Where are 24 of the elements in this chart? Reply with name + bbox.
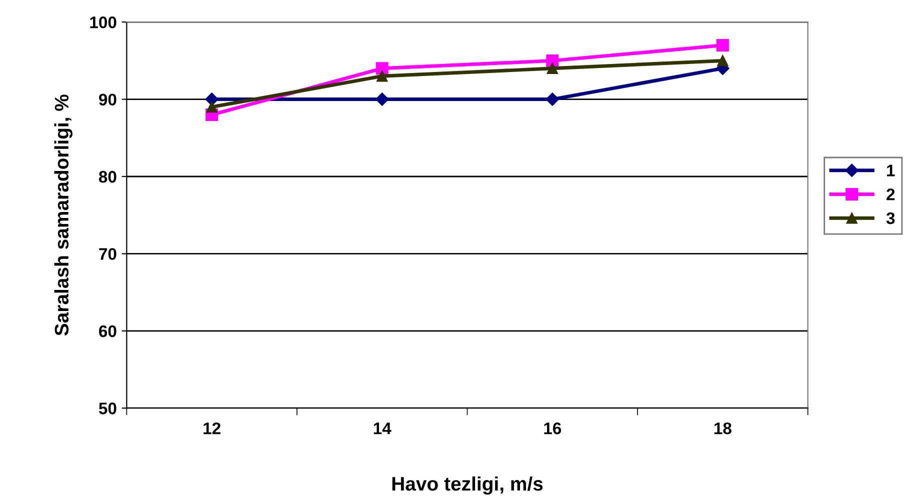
point — [376, 92, 389, 106]
point — [376, 62, 388, 75]
y-tick-label: 50 — [98, 402, 116, 414]
y-tick-label: 100 — [90, 16, 116, 28]
y-tick-label: 70 — [99, 248, 116, 260]
legend-label: 2 — [886, 188, 895, 200]
x-tick-label: 14 — [374, 422, 392, 434]
point — [546, 62, 558, 74]
x-tick-label: 16 — [544, 422, 562, 434]
y-tick-label: 60 — [99, 325, 116, 338]
legend-label: 3 — [886, 212, 895, 224]
point — [716, 39, 729, 52]
point — [376, 70, 388, 82]
point — [546, 54, 559, 67]
y-tick-label: 80 — [98, 170, 116, 183]
legend-label: 1 — [887, 164, 895, 176]
point — [717, 55, 728, 66]
point — [206, 101, 218, 113]
x-tick-label: 12 — [204, 422, 220, 434]
x-tick-label: 18 — [714, 422, 732, 434]
y-tick-label: 90 — [99, 94, 116, 106]
x-axis-title: Havo tezligi, m/s — [392, 476, 543, 495]
point — [546, 92, 559, 106]
y-axis-title: Saralash samaradorligi, % — [54, 94, 72, 336]
